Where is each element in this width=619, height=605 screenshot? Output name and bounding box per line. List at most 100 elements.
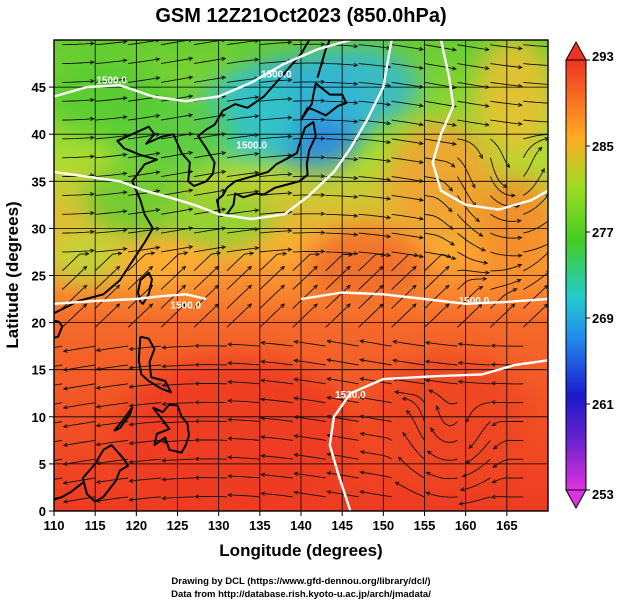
streamline (226, 96, 259, 102)
streamline-arrow (62, 348, 68, 353)
streamline-arrow (510, 303, 516, 308)
streamline-arrow (95, 460, 101, 466)
streamline (63, 421, 96, 428)
temperature-patch (116, 244, 207, 289)
streamline-arrow (128, 346, 134, 352)
streamline-arrow (457, 342, 463, 347)
streamline-arrow (155, 76, 161, 81)
streamline-arrow (353, 119, 359, 124)
streamline-arrow (122, 115, 128, 120)
streamline-arrow (517, 46, 523, 51)
streamline (259, 154, 292, 159)
streamline (358, 119, 391, 125)
streamline (96, 477, 129, 483)
streamline-arrow (62, 423, 68, 429)
streamline (360, 396, 392, 404)
coastline (152, 403, 190, 454)
streamline (259, 173, 292, 178)
streamline-arrow (326, 395, 332, 401)
chart-title: GSM 12Z21Oct2023 (850.0hPa) (155, 5, 446, 27)
streamline-arrow (221, 151, 227, 156)
streamline-arrow (346, 284, 351, 290)
streamline-arrow (430, 426, 435, 432)
temperature-patch (475, 40, 548, 157)
streamline (162, 364, 195, 367)
streamline (492, 420, 524, 426)
streamline-arrow (428, 389, 434, 394)
streamline-arrow (517, 263, 523, 268)
streamline-arrow (465, 418, 470, 424)
streamline (63, 439, 96, 446)
streamline (427, 450, 458, 461)
contour-label: 1530.0 (335, 390, 366, 401)
streamline (424, 100, 456, 108)
coastline (300, 82, 348, 121)
streamline-arrow (221, 132, 227, 137)
streamline (430, 427, 458, 443)
streamline (457, 303, 483, 328)
streamline (292, 81, 325, 83)
streamline-arrow (155, 189, 161, 194)
streamline (429, 389, 458, 405)
streamline (95, 135, 127, 140)
coastline (113, 406, 134, 432)
streamline (491, 496, 524, 498)
streamline (54, 458, 63, 462)
colorbar-ticks: 293 285 277 269 261 253 (586, 49, 614, 502)
streamline-arrow (517, 83, 523, 89)
streamline (424, 194, 453, 213)
streamline-arrow (418, 159, 425, 165)
streamline-arrow (326, 376, 332, 382)
contour-label: 1500.0 (96, 75, 127, 86)
streamline-arrow (31, 462, 35, 466)
streamline (327, 491, 359, 498)
streamline-arrow (188, 94, 194, 99)
streamline-arrow (320, 79, 326, 85)
streamline-arrow (161, 496, 167, 501)
streamline-arrow (260, 397, 266, 402)
streamline-arrow (188, 245, 194, 250)
streamline-arrow (293, 339, 299, 345)
streamline (459, 496, 491, 505)
streamline (424, 213, 453, 230)
streamline-arrow (386, 215, 392, 220)
y-tick-label: 5 (39, 457, 46, 472)
streamline (62, 155, 94, 159)
streamline (325, 253, 353, 272)
streamline-arrow (155, 151, 161, 156)
streamline (259, 98, 292, 102)
streamline (96, 383, 129, 389)
streamline (228, 456, 260, 460)
streamline (226, 228, 259, 234)
streamline-arrow (122, 228, 128, 233)
streamline (160, 266, 186, 290)
streamline-arrow (188, 150, 194, 156)
contour-line (328, 359, 548, 511)
streamline-arrow (424, 378, 430, 383)
streamline (424, 119, 456, 126)
streamline-arrow (411, 265, 417, 271)
streamline-arrow (418, 254, 425, 259)
streamline-arrow (517, 253, 523, 258)
streamline-arrow (227, 342, 233, 347)
streamline (358, 81, 391, 87)
streamline (523, 253, 548, 272)
x-tick-label: 165 (496, 518, 518, 533)
streamline (465, 402, 491, 423)
streamline-arrow (194, 362, 200, 367)
streamline-arrow (122, 246, 128, 252)
streamline-arrow (353, 194, 359, 200)
streamline (193, 76, 226, 83)
coastline (137, 335, 172, 394)
streamline-arrow (227, 492, 233, 498)
colorbar-top-arrow (565, 40, 587, 61)
streamline-arrow (254, 133, 260, 138)
streamline (391, 213, 424, 220)
streamline-arrow (359, 414, 365, 419)
streamline-arrow (293, 452, 299, 458)
streamline (424, 303, 450, 328)
streamline (128, 40, 160, 46)
streamline-arrow (254, 95, 260, 100)
streamline-arrow (90, 248, 95, 253)
streamline (129, 364, 162, 369)
